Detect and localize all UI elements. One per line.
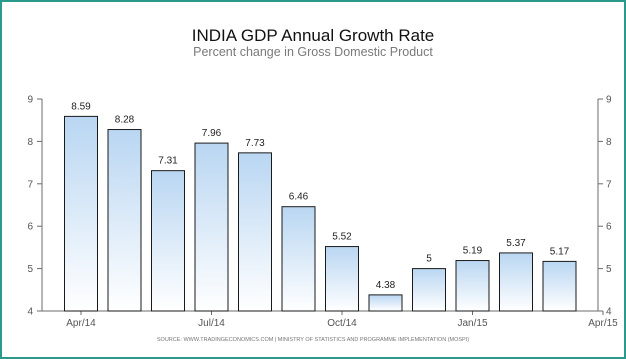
bar-value-label: 7.73 bbox=[245, 138, 265, 149]
bar bbox=[542, 260, 577, 312]
bar bbox=[368, 294, 403, 312]
bar-value-label: 7.31 bbox=[158, 156, 178, 167]
source-note: SOURCE: WWW.TRADINGECONOMICS.COM | MINIS… bbox=[157, 337, 469, 343]
x-tick-label: Jan/15 bbox=[457, 318, 487, 329]
bars-group bbox=[64, 115, 577, 312]
y-tick-label-right: 4 bbox=[606, 307, 612, 318]
bar bbox=[238, 152, 272, 312]
y-tick-label-right: 9 bbox=[606, 95, 612, 106]
y-tick-label-left: 6 bbox=[27, 222, 33, 233]
bar-value-label: 8.28 bbox=[115, 115, 135, 126]
bar-value-label: 5.17 bbox=[550, 246, 570, 257]
x-tick-label: Apr/14 bbox=[66, 318, 96, 329]
bar bbox=[151, 170, 185, 312]
x-tick-label: Jul/14 bbox=[198, 318, 225, 329]
bar bbox=[281, 206, 316, 312]
bar-value-label: 5.52 bbox=[332, 232, 352, 243]
y-tick-label-left: 8 bbox=[27, 137, 33, 148]
y-tick-label-right: 8 bbox=[606, 137, 612, 148]
bar bbox=[64, 115, 98, 312]
y-tick-label-left: 7 bbox=[27, 179, 33, 190]
chart-title: INDIA GDP Annual Growth Rate bbox=[192, 26, 435, 45]
bar-value-label: 5.37 bbox=[506, 238, 526, 249]
bar-value-label: 8.59 bbox=[71, 101, 91, 112]
bar-value-label: 7.96 bbox=[202, 128, 222, 139]
bar bbox=[107, 129, 142, 312]
y-tick-label-right: 5 bbox=[606, 264, 612, 275]
bar bbox=[325, 246, 359, 312]
bar-value-label: 4.38 bbox=[376, 280, 396, 291]
value-labels-group: 8.59 8.28 7.31 7.96 7.73 6.46 5.52 4.38 5 5.19 5.3… bbox=[71, 101, 569, 291]
y-tick-label-left: 9 bbox=[27, 95, 33, 106]
bar bbox=[412, 268, 446, 312]
y-tick-label-left: 4 bbox=[27, 307, 33, 318]
bar-value-label: 6.46 bbox=[289, 192, 309, 203]
bar bbox=[455, 260, 490, 312]
chart-subtitle: Percent change in Gross Domestic Product bbox=[193, 45, 433, 59]
y-tick-label-right: 6 bbox=[606, 222, 612, 233]
bar-value-label: 5.19 bbox=[463, 246, 483, 257]
axes: 4 4 5 5 6 6 7 7 8 8 9 9 Apr/14 Jul/14 Oct/14 Jan/15 Apr/… bbox=[27, 95, 618, 330]
bar-value-label: 5 bbox=[426, 254, 432, 265]
bar bbox=[194, 142, 229, 312]
x-tick-label: Oct/14 bbox=[327, 318, 357, 329]
bar bbox=[499, 252, 533, 312]
x-tick-label: Apr/15 bbox=[588, 318, 618, 329]
y-tick-label-left: 5 bbox=[27, 264, 33, 275]
y-tick-label-right: 7 bbox=[606, 179, 612, 190]
